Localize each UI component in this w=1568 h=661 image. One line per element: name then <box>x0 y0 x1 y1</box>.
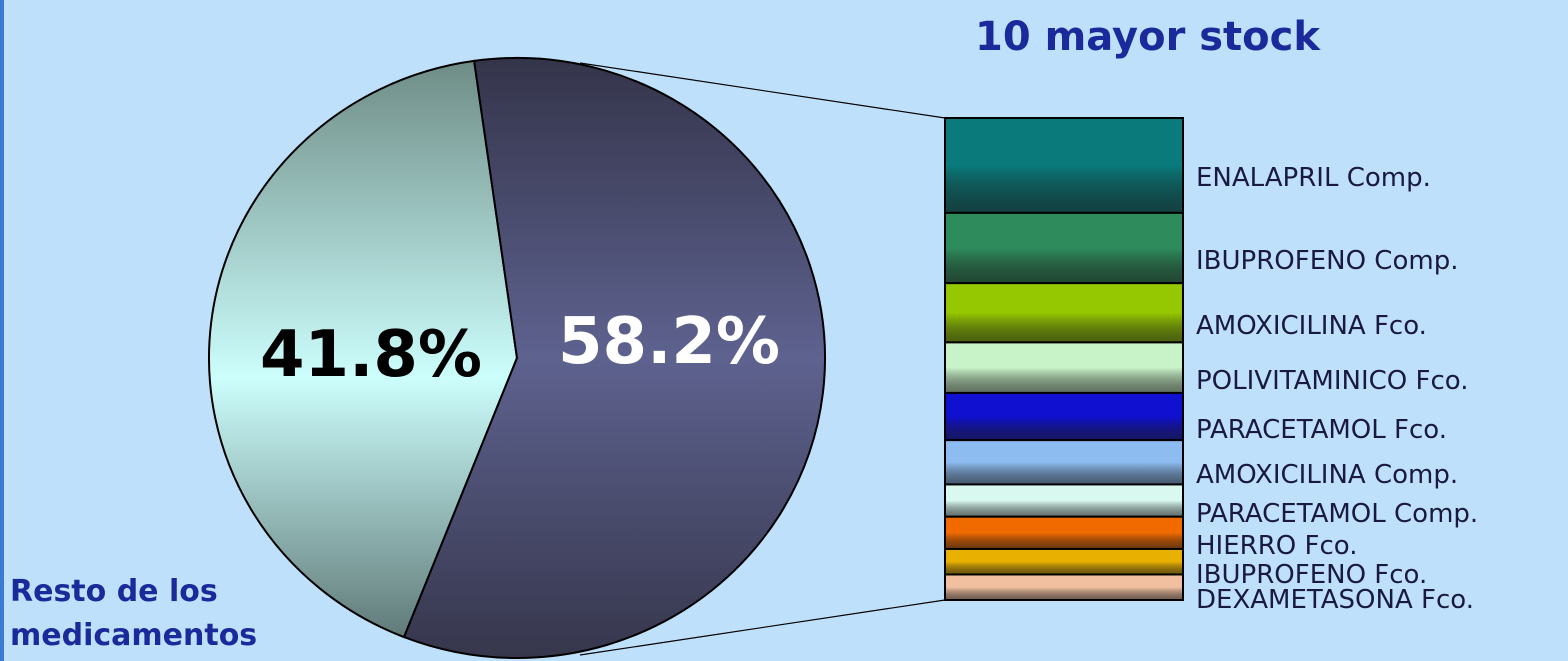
bar-segment-shade-8 <box>944 515 1184 550</box>
pie-percent-top10: 58.2% <box>558 305 781 379</box>
pie-chart <box>208 57 826 659</box>
bar-segment-shade-2 <box>944 211 1184 285</box>
stacked-bar <box>944 117 1184 601</box>
legend-item-1: ENALAPRIL Comp. <box>1196 163 1431 194</box>
pie-slice-rest <box>208 59 519 639</box>
connector-bottom <box>579 599 946 656</box>
bar-segment-shade-6 <box>944 439 1184 486</box>
rest-label-line1: Resto de los <box>10 574 218 609</box>
legend-item-10: DEXAMETASONA Fco. <box>1196 585 1474 616</box>
legend-item-5: PARACETAMOL Fco. <box>1196 414 1447 445</box>
legend-item-3: AMOXICILINA Fco. <box>1196 310 1427 341</box>
rest-label-line2: medicamentos <box>10 618 258 653</box>
legend-item-2: IBUPROFENO Comp. <box>1196 246 1459 276</box>
bar-segment-shade-9 <box>944 547 1184 576</box>
legend-item-7: PARACETAMOL Comp. <box>1196 498 1479 529</box>
bar-segment-shade-7 <box>944 483 1184 518</box>
bar-segment-shade-1 <box>944 117 1184 214</box>
pie-slice-top10 <box>402 57 826 659</box>
bar-title: 10 mayor stock <box>975 14 1320 60</box>
bar-segment-shade-4 <box>944 341 1184 394</box>
left-edge-bar <box>0 0 4 661</box>
connector-top <box>579 62 946 119</box>
legend-item-9: IBUPROFENO Fco. <box>1196 559 1428 590</box>
bar-segment-shade-10 <box>944 573 1184 601</box>
legend-item-6: AMOXICILINA Comp. <box>1196 460 1459 491</box>
bar-segment-shade-3 <box>944 282 1184 344</box>
rest-label: Resto de los medicamentos <box>10 570 257 658</box>
legend-item-8: HIERRO Fco. <box>1196 530 1358 561</box>
legend-item-4: POLIVITAMINICO Fco. <box>1196 365 1469 396</box>
connector-lines <box>579 62 946 656</box>
bar-segment-shade-5 <box>944 391 1184 442</box>
pie-percent-rest: 41.8% <box>260 318 483 392</box>
